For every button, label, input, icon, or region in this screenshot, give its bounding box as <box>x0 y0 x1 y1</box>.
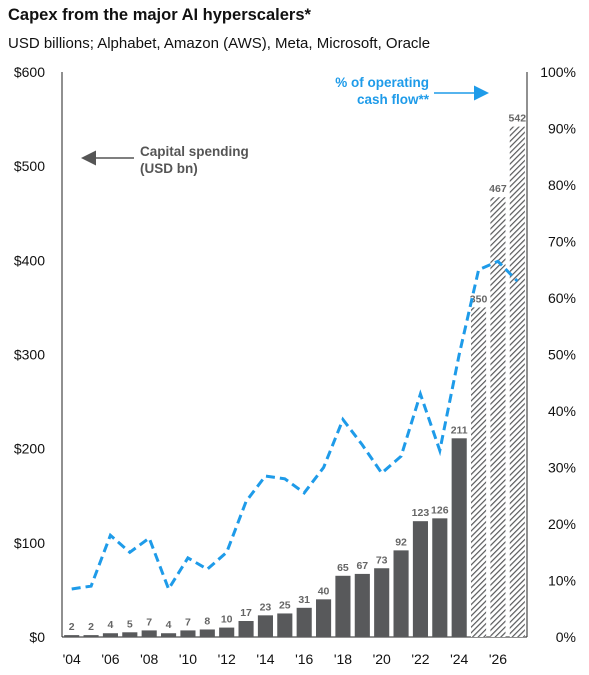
capex-bar <box>432 518 448 637</box>
x-tick-label: '10 <box>179 651 197 667</box>
x-tick-label: '08 <box>140 651 158 667</box>
chart-subtitle: USD billions; Alphabet, Amazon (AWS), Me… <box>8 35 431 52</box>
y-left-tick-label: $100 <box>14 535 45 551</box>
capex-bar-forecast <box>509 126 525 637</box>
bar-value-label: 67 <box>356 560 368 572</box>
bar-value-label: 2 <box>88 621 94 633</box>
capex-bar <box>199 629 215 637</box>
capex-bar <box>219 627 235 637</box>
ocf-label-1: % of operating <box>335 75 429 90</box>
x-tick-label: '12 <box>218 651 236 667</box>
y-left-tick-label: $500 <box>14 158 45 174</box>
bar-value-label: 10 <box>221 614 233 626</box>
y-right-tick-label: 100% <box>540 64 576 80</box>
y-right-tick-label: 60% <box>548 290 576 306</box>
bar-data-labels: 2 2 4 5 7 4 7 8 10 17 23 25 31 40 65 67 73 92 123 126 211 350… <box>69 113 527 633</box>
ocf-label-2: cash flow** <box>357 92 430 107</box>
chart-title: Capex from the major AI hyperscalers* <box>8 6 311 24</box>
x-axis-ticks: '04 '06 '08 '10 '12 '14 '16 '18 '20 '22 '24 '26 <box>63 651 508 667</box>
bar-value-label: 7 <box>146 616 152 628</box>
y-right-tick-label: 20% <box>548 516 576 532</box>
bar-value-label: 73 <box>376 554 388 566</box>
bar-value-label: 4 <box>108 619 114 631</box>
capex-bar <box>393 550 409 637</box>
y-right-tick-label: 80% <box>548 177 576 193</box>
ocf-percent-line <box>71 259 519 593</box>
capex-bar-forecast <box>471 307 487 637</box>
y-right-tick-label: 70% <box>548 234 576 250</box>
axes <box>61 72 528 638</box>
bar-value-label: 467 <box>489 183 507 195</box>
bar-value-label: 31 <box>298 594 310 606</box>
y-left-tick-label: $400 <box>14 252 45 268</box>
x-tick-label: '06 <box>101 651 119 667</box>
bar-value-label: 25 <box>279 599 291 611</box>
bar-value-label: 123 <box>412 507 430 519</box>
y-right-tick-label: 40% <box>548 403 576 419</box>
capex-bar <box>180 630 196 637</box>
x-tick-label: '18 <box>334 651 352 667</box>
bar-value-label: 40 <box>318 585 330 597</box>
capex-bar <box>335 575 351 637</box>
right-axis-ticks: 0% 10% 20% 30% 40% 50% 60% 70% 80% 90% 100% <box>540 64 576 645</box>
x-tick-label: '26 <box>489 651 507 667</box>
x-tick-label: '04 <box>63 651 81 667</box>
bar-value-label: 23 <box>260 601 272 613</box>
capex-bar <box>102 633 118 637</box>
capex-bar <box>412 521 428 637</box>
capex-bar-forecast <box>490 197 506 637</box>
y-left-tick-label: $300 <box>14 347 45 363</box>
capex-bar <box>161 633 177 637</box>
bar-value-label: 7 <box>185 616 191 628</box>
x-tick-label: '16 <box>295 651 313 667</box>
x-tick-label: '24 <box>450 651 468 667</box>
ocf-annotation: % of operating cash flow** <box>335 75 489 107</box>
bar-value-label: 65 <box>337 562 349 574</box>
bar-value-label: 4 <box>166 619 172 631</box>
capex-bar <box>141 630 157 637</box>
capex-bar <box>374 568 390 637</box>
y-right-tick-label: 30% <box>548 460 576 476</box>
bar-value-label: 92 <box>395 536 407 548</box>
capex-bar <box>122 632 138 637</box>
capex-bar <box>451 438 467 637</box>
bar-value-label: 211 <box>451 424 468 436</box>
bar-value-label: 126 <box>431 504 449 516</box>
capex-bar <box>296 607 312 637</box>
bar-value-label: 17 <box>240 607 252 619</box>
bar-value-label: 350 <box>470 293 488 305</box>
bar-value-label: 8 <box>204 615 210 627</box>
bar-value-label: 542 <box>509 113 527 125</box>
y-right-tick-label: 90% <box>548 121 576 137</box>
y-right-tick-label: 0% <box>556 629 576 645</box>
x-tick-label: '20 <box>373 651 391 667</box>
capital-spending-label-2: (USD bn) <box>140 161 198 176</box>
capital-spending-annotation: Capital spending (USD bn) <box>81 144 249 176</box>
capex-bar <box>316 599 332 637</box>
x-tick-label: '22 <box>411 651 429 667</box>
y-left-tick-label: $200 <box>14 441 45 457</box>
left-axis-ticks: $0 $100 $200 $300 $400 $500 $600 <box>14 64 45 645</box>
bar-value-label: 2 <box>69 621 75 633</box>
y-left-tick-label: $600 <box>14 64 45 80</box>
capex-bar <box>257 615 273 637</box>
capex-bar <box>354 573 370 637</box>
x-tick-label: '14 <box>256 651 274 667</box>
capex-bars <box>64 126 525 637</box>
capex-bar <box>238 620 254 637</box>
capex-bar <box>64 635 80 637</box>
y-right-tick-label: 50% <box>548 347 576 363</box>
y-right-tick-label: 10% <box>548 573 576 589</box>
bar-value-label: 5 <box>127 618 133 630</box>
y-left-tick-label: $0 <box>29 629 45 645</box>
capex-bar <box>83 635 99 637</box>
capex-bar <box>277 613 293 637</box>
capital-spending-label-1: Capital spending <box>140 144 249 159</box>
